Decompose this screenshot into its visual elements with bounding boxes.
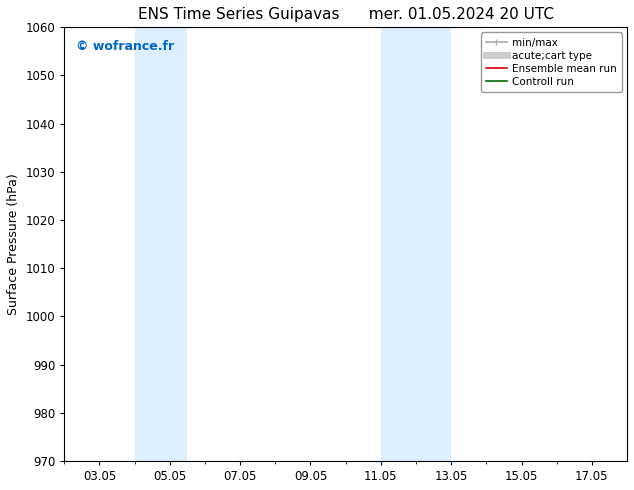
Title: ENS Time Series Guipavas      mer. 01.05.2024 20 UTC: ENS Time Series Guipavas mer. 01.05.2024… <box>138 7 553 22</box>
Bar <box>134 27 188 461</box>
Bar <box>381 27 451 461</box>
Text: © wofrance.fr: © wofrance.fr <box>75 40 174 53</box>
Y-axis label: Surface Pressure (hPa): Surface Pressure (hPa) <box>7 173 20 315</box>
Legend: min/max, acute;cart type, Ensemble mean run, Controll run: min/max, acute;cart type, Ensemble mean … <box>481 32 622 92</box>
